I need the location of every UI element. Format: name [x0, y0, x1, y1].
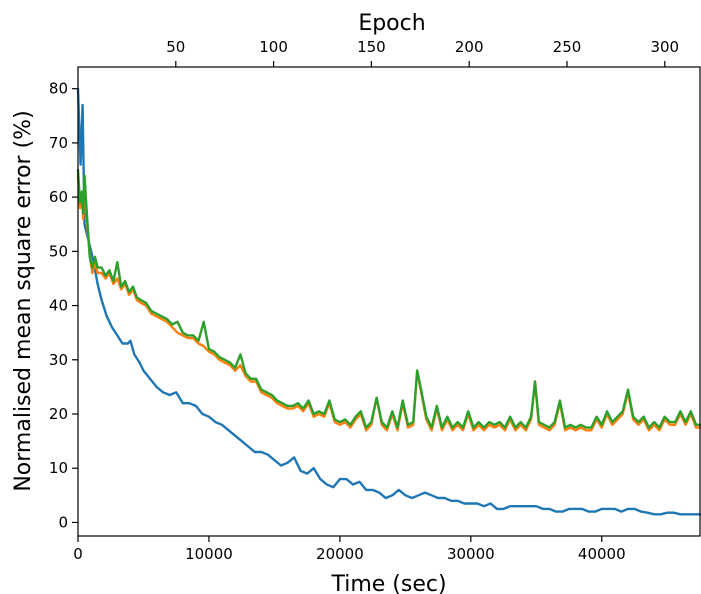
y-tick-label: 50: [49, 242, 68, 260]
y-tick-label: 20: [49, 405, 68, 423]
x-tick-label: 20000: [316, 545, 364, 563]
y-tick-label: 10: [49, 459, 68, 477]
x-tick-label: 30000: [447, 545, 495, 563]
x-tick-label: 0: [73, 545, 83, 563]
top-axis-tick-label: 250: [553, 38, 582, 56]
x-tick-label: 40000: [578, 545, 626, 563]
top-axis-tick-label: 200: [455, 38, 484, 56]
top-axis-tick-label: 150: [357, 38, 386, 56]
top-axis-tick-label: 100: [259, 38, 288, 56]
y-tick-label: 40: [49, 297, 68, 315]
top-axis-tick-label: 300: [650, 38, 679, 56]
series-line-3: [76, 168, 701, 429]
top-axis-tick-label: 50: [166, 38, 185, 56]
x-tick-label: 10000: [185, 545, 233, 563]
y-axis-title: Normalised mean square error (%): [11, 110, 36, 491]
series-layer: [76, 87, 701, 516]
series-line-1: [76, 87, 701, 516]
y-tick-label: 30: [49, 351, 68, 369]
top-axis-title: Epoch: [358, 11, 425, 36]
y-tick-label: 70: [49, 134, 68, 152]
y-tick-label: 80: [49, 80, 68, 98]
ticks-layer: 0 10000 20000 30000 40000 0 10 20 30 40 50 60 70 80 50…: [49, 38, 679, 563]
x-axis-title: Time (sec): [330, 572, 446, 594]
y-tick-label: 0: [58, 513, 68, 531]
y-tick-label: 60: [49, 188, 68, 206]
series-line-2: [76, 174, 701, 432]
plot-frame: [77, 66, 701, 537]
